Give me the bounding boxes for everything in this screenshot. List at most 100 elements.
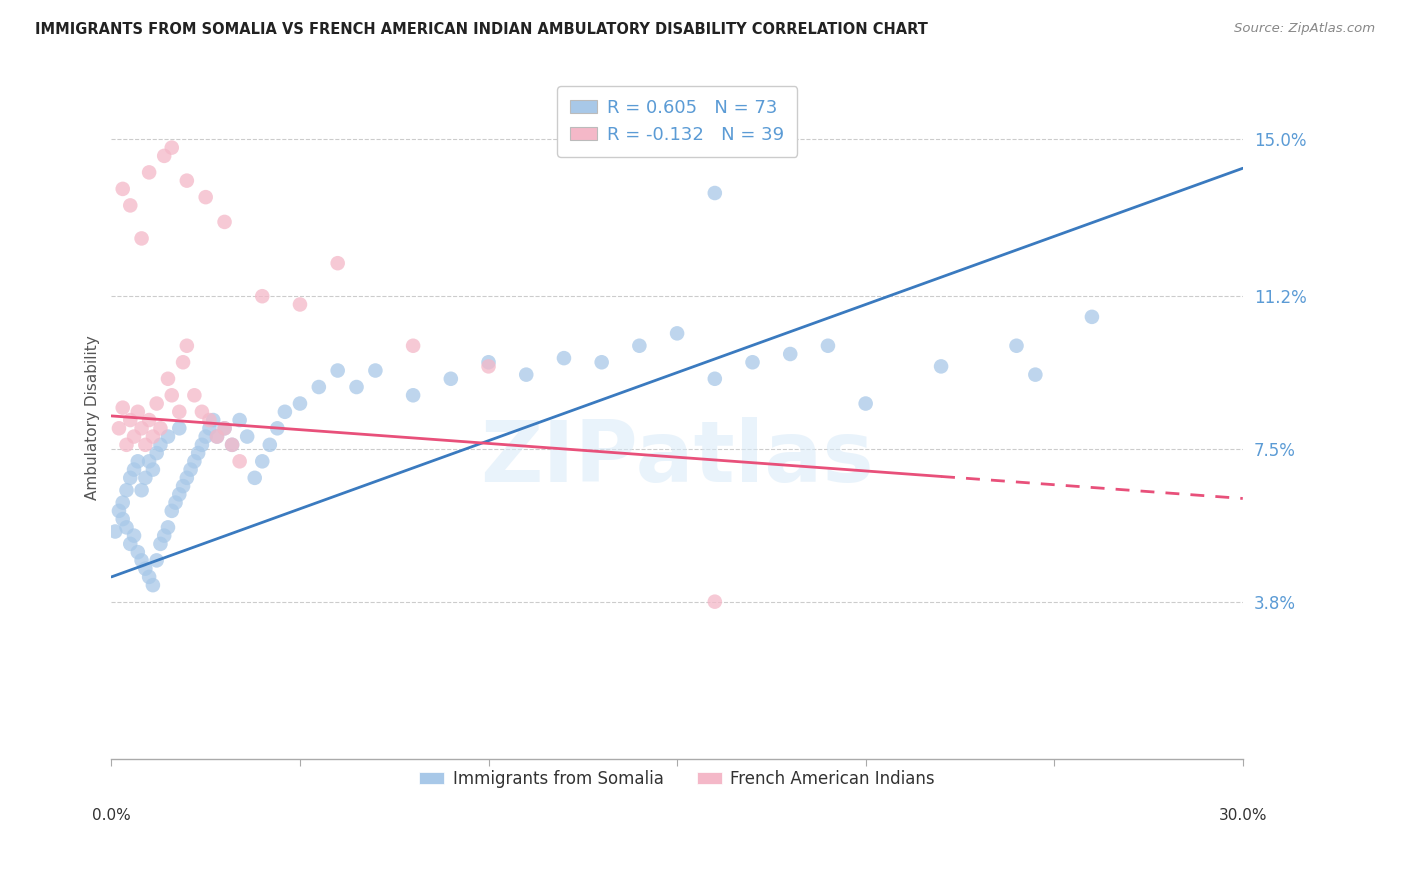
Point: [180, 462, 202, 476]
Text: 0.0%: 0.0%: [91, 808, 131, 823]
Point: [308, 380, 330, 394]
Point: [628, 339, 651, 353]
Point: [160, 504, 183, 518]
Point: [127, 405, 149, 419]
Point: [138, 454, 160, 468]
Point: [145, 396, 167, 410]
Point: [205, 429, 228, 443]
Point: [127, 545, 149, 559]
Point: [131, 553, 153, 567]
Point: [115, 483, 138, 498]
Point: [288, 396, 311, 410]
Text: 30.0%: 30.0%: [1219, 808, 1267, 823]
Point: [477, 359, 499, 374]
Point: [440, 372, 463, 386]
Point: [259, 438, 281, 452]
Point: [165, 495, 187, 509]
Point: [111, 495, 134, 509]
Point: [169, 487, 191, 501]
Point: [477, 355, 499, 369]
Point: [108, 421, 131, 435]
Point: [274, 405, 297, 419]
Point: [138, 570, 160, 584]
Point: [703, 595, 725, 609]
Point: [142, 429, 165, 443]
Point: [176, 471, 198, 485]
Point: [741, 355, 763, 369]
Point: [160, 388, 183, 402]
Text: ZIPatlas: ZIPatlas: [481, 417, 875, 500]
Point: [198, 413, 221, 427]
Point: [153, 149, 176, 163]
Point: [115, 520, 138, 534]
Point: [131, 421, 153, 435]
Point: [169, 421, 191, 435]
Point: [131, 483, 153, 498]
Point: [221, 438, 243, 452]
Point: [120, 537, 142, 551]
Point: [111, 182, 134, 196]
Point: [779, 347, 801, 361]
Point: [169, 405, 191, 419]
Point: [127, 454, 149, 468]
Point: [138, 165, 160, 179]
Point: [198, 421, 221, 435]
Point: [703, 372, 725, 386]
Point: [120, 471, 142, 485]
Point: [205, 429, 228, 443]
Point: [266, 421, 288, 435]
Legend: Immigrants from Somalia, French American Indians: Immigrants from Somalia, French American…: [413, 764, 942, 795]
Y-axis label: Ambulatory Disability: Ambulatory Disability: [86, 335, 100, 500]
Point: [183, 388, 205, 402]
Point: [929, 359, 952, 374]
Point: [288, 297, 311, 311]
Point: [145, 553, 167, 567]
Point: [402, 388, 425, 402]
Point: [104, 524, 127, 539]
Point: [172, 479, 194, 493]
Point: [111, 512, 134, 526]
Point: [236, 429, 259, 443]
Point: [142, 578, 165, 592]
Point: [172, 355, 194, 369]
Text: IMMIGRANTS FROM SOMALIA VS FRENCH AMERICAN INDIAN AMBULATORY DISABILITY CORRELAT: IMMIGRANTS FROM SOMALIA VS FRENCH AMERIC…: [35, 22, 928, 37]
Point: [243, 471, 266, 485]
Point: [149, 421, 172, 435]
Point: [214, 421, 236, 435]
Point: [111, 401, 134, 415]
Point: [122, 528, 145, 542]
Point: [120, 198, 142, 212]
Point: [131, 231, 153, 245]
Point: [194, 190, 217, 204]
Point: [228, 454, 250, 468]
Point: [1005, 339, 1028, 353]
Point: [156, 520, 179, 534]
Point: [176, 174, 198, 188]
Point: [183, 454, 205, 468]
Point: [326, 363, 349, 377]
Point: [134, 471, 156, 485]
Point: [402, 339, 425, 353]
Point: [149, 537, 172, 551]
Point: [364, 363, 387, 377]
Point: [194, 429, 217, 443]
Point: [108, 504, 131, 518]
Point: [176, 339, 198, 353]
Point: [120, 413, 142, 427]
Point: [214, 215, 236, 229]
Point: [252, 289, 274, 303]
Point: [138, 413, 160, 427]
Point: [817, 339, 839, 353]
Point: [191, 405, 214, 419]
Point: [202, 413, 225, 427]
Point: [142, 462, 165, 476]
Point: [145, 446, 167, 460]
Point: [156, 372, 179, 386]
Point: [553, 351, 575, 365]
Point: [122, 429, 145, 443]
Point: [1024, 368, 1046, 382]
Point: [214, 421, 236, 435]
Point: [122, 462, 145, 476]
Point: [115, 438, 138, 452]
Point: [228, 413, 250, 427]
